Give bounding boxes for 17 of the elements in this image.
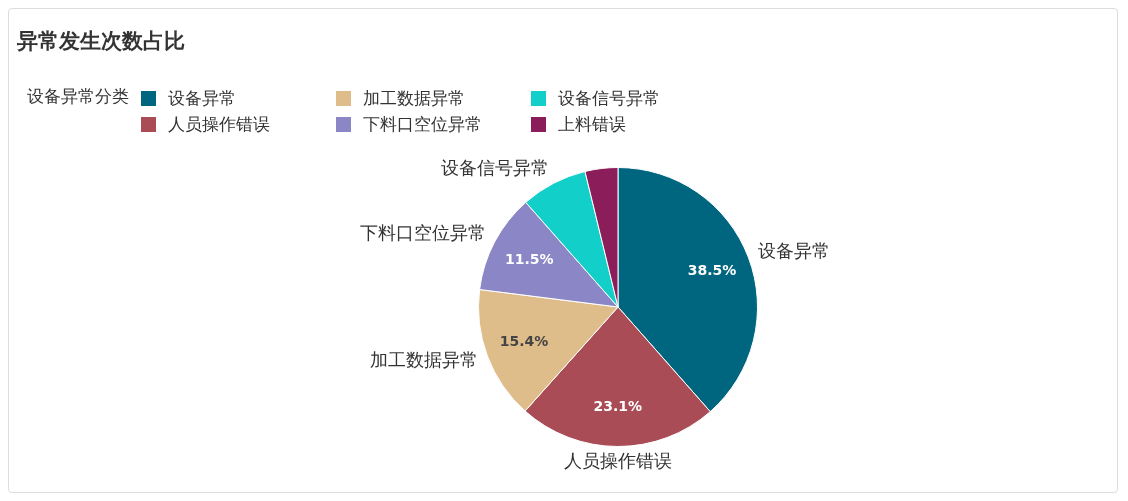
data-label: 15.4%: [499, 332, 549, 349]
slice-label: 加工数据异常: [369, 349, 478, 371]
legend-label: 下料口空位异常: [363, 112, 482, 136]
legend-label: 加工数据异常: [363, 86, 465, 110]
legend-label: 上料错误: [558, 112, 626, 136]
data-label: 23.1%: [593, 398, 642, 415]
slice-label: 人员操作错误: [563, 450, 672, 472]
legend-label: 设备信号异常: [558, 86, 660, 110]
slice-label: 设备异常: [757, 239, 830, 261]
legend-label: 设备异常: [168, 86, 236, 110]
slice-label: 下料口空位异常: [359, 221, 486, 243]
chart-title: 异常发生次数占比: [17, 28, 185, 55]
slice-label: 设备信号异常: [440, 156, 549, 178]
legend-label: 人员操作错误: [168, 112, 270, 136]
data-label: 11.5%: [504, 250, 554, 267]
data-label: 38.5%: [687, 262, 737, 279]
legend-title: 设备异常分类: [27, 85, 129, 108]
